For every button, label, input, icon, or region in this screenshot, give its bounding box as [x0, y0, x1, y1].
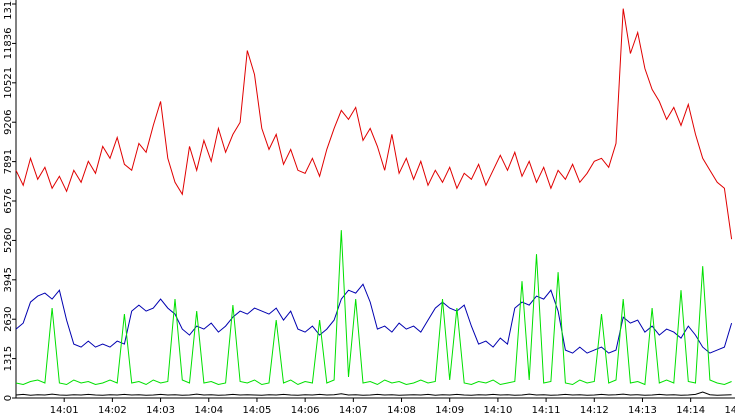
x-tick-label: 14:15 — [724, 405, 735, 415]
x-tick-label: 14:05 — [243, 405, 272, 415]
x-tick-label: 14:01 — [50, 405, 79, 415]
y-tick-label: 0 — [3, 395, 14, 401]
y-tick-label: 5260 — [3, 228, 14, 253]
x-tick-label: 14:04 — [194, 405, 223, 415]
series-line — [15, 230, 732, 386]
series-line — [15, 391, 732, 396]
x-tick-label: 14:13 — [628, 405, 657, 415]
x-tick-label: 14:08 — [387, 405, 416, 415]
y-tick-label: 11836 — [3, 28, 14, 60]
x-tick-label: 14:10 — [483, 405, 512, 415]
y-tick-label: 7891 — [3, 149, 14, 174]
y-tick-label: 3945 — [3, 267, 14, 292]
x-tick-label: 14:12 — [580, 405, 609, 415]
y-tick-label: 13152 — [3, 0, 14, 20]
x-tick-label: 14:06 — [291, 405, 320, 415]
series-line — [15, 8, 733, 240]
y-tick-label: 1315 — [3, 346, 14, 371]
x-tick-label: 14:11 — [532, 405, 561, 415]
x-tick-label: 14:03 — [146, 405, 175, 415]
y-tick-label: 10521 — [3, 67, 14, 99]
y-tick-label: 2630 — [3, 306, 14, 331]
x-tick-label: 14:09 — [435, 405, 464, 415]
x-tick-label: 14:14 — [676, 405, 705, 415]
series-line — [15, 283, 733, 354]
y-tick-label: 9206 — [3, 109, 14, 134]
y-tick-label: 6576 — [3, 188, 14, 213]
x-tick-label: 14:02 — [98, 405, 127, 415]
x-tick-label: 14:07 — [339, 405, 368, 415]
